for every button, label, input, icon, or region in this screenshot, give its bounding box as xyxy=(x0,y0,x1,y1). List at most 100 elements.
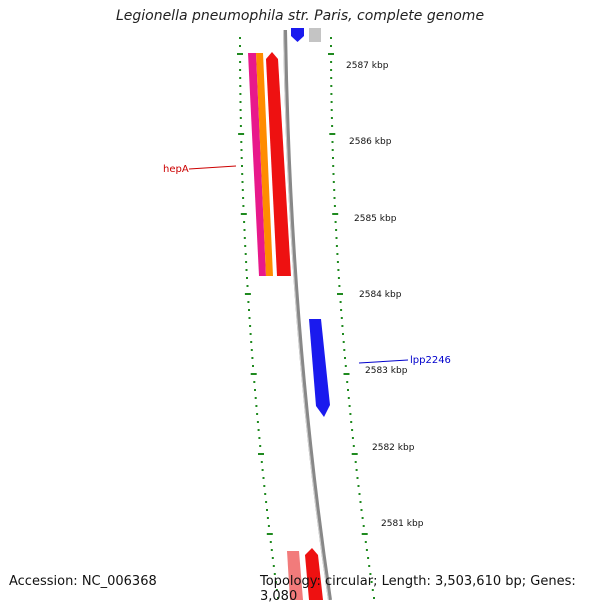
outer-minor-tick xyxy=(337,277,340,279)
outer-minor-tick xyxy=(330,45,332,47)
inner-minor-tick xyxy=(250,349,253,351)
inner-minor-tick xyxy=(270,549,273,551)
inner-minor-tick xyxy=(257,429,260,431)
tick-label-2584: 2584 kbp xyxy=(359,290,402,300)
outer-minor-tick xyxy=(331,141,334,143)
genome-backbone xyxy=(283,29,332,600)
outer-minor-tick xyxy=(365,549,368,551)
inner-minor-tick xyxy=(241,173,244,175)
outer-minor-tick xyxy=(350,421,353,423)
outer-major-tick xyxy=(329,133,336,135)
inner-minor-tick xyxy=(239,117,242,119)
inner-minor-tick xyxy=(265,501,268,503)
inner-minor-tick xyxy=(258,437,261,439)
outer-minor-tick xyxy=(370,581,373,583)
inner-minor-tick xyxy=(254,389,256,391)
hepA-leader-line xyxy=(188,165,237,170)
gene-red-hepA xyxy=(266,52,291,276)
outer-minor-tick xyxy=(347,389,349,391)
inner-major-tick xyxy=(238,133,245,135)
inner-minor-tick xyxy=(239,61,242,63)
gene-blue-lpp2246 xyxy=(309,319,330,417)
outer-minor-tick xyxy=(333,197,336,199)
inner-minor-tick xyxy=(277,597,279,599)
outer-minor-tick xyxy=(330,109,333,111)
outer-minor-tick xyxy=(338,285,341,287)
outer-minor-tick xyxy=(367,557,370,559)
outer-minor-tick xyxy=(364,541,367,543)
outer-minor-tick xyxy=(340,309,343,311)
outer-minor-tick xyxy=(343,349,346,351)
inner-minor-tick xyxy=(243,229,246,231)
inner-minor-tick xyxy=(264,493,267,495)
outer-minor-tick xyxy=(330,77,333,79)
tick-label-2583: 2583 kbp xyxy=(365,366,408,376)
gene-label-hepA: hepA xyxy=(163,164,189,175)
inner-minor-tick xyxy=(239,109,242,111)
outer-minor-tick xyxy=(331,149,334,151)
gene-pink xyxy=(248,53,266,276)
inner-minor-tick xyxy=(242,205,245,207)
outer-minor-tick xyxy=(331,125,334,127)
outer-minor-tick xyxy=(349,413,352,415)
inner-major-tick xyxy=(237,53,243,55)
outer-minor-tick xyxy=(330,85,333,87)
inner-minor-tick xyxy=(246,277,248,279)
outer-minor-tick xyxy=(373,597,375,599)
outer-minor-tick xyxy=(346,381,349,383)
gene-bottom-red xyxy=(305,548,323,600)
tick-label-2585: 2585 kbp xyxy=(354,214,397,224)
outer-minor-tick xyxy=(361,517,364,519)
outer-minor-tick xyxy=(359,501,362,503)
inner-minor-tick xyxy=(246,285,249,287)
tick-label-2586: 2586 kbp xyxy=(349,137,392,147)
outer-minor-tick xyxy=(357,485,360,487)
inner-minor-tick xyxy=(240,157,243,159)
inner-minor-tick xyxy=(256,413,259,415)
tick-label-2582: 2582 kbp xyxy=(372,443,415,453)
inner-minor-tick xyxy=(266,517,269,519)
outer-minor-tick xyxy=(334,221,337,223)
map-title: Legionella pneumophila str. Paris, compl… xyxy=(115,8,485,24)
lpp2246-leader-line xyxy=(358,359,409,364)
outer-minor-tick xyxy=(330,69,333,71)
gene-top-blue xyxy=(291,28,304,36)
inner-minor-tick xyxy=(244,245,247,247)
inner-major-tick xyxy=(244,293,251,295)
outer-minor-tick xyxy=(368,565,371,567)
outer-minor-tick xyxy=(358,493,361,495)
inner-minor-tick xyxy=(241,189,244,191)
inner-minor-tick xyxy=(239,125,242,127)
outer-minor-tick xyxy=(351,437,354,439)
inner-minor-tick xyxy=(244,253,247,255)
outer-minor-tick xyxy=(351,429,354,431)
inner-minor-tick xyxy=(239,77,242,79)
outer-minor-tick xyxy=(336,261,339,263)
outer-minor-tick xyxy=(362,525,365,527)
outer-minor-tick xyxy=(337,269,340,271)
outer-minor-tick xyxy=(354,461,357,463)
inner-minor-tick xyxy=(262,477,265,479)
inner-major-tick xyxy=(266,533,273,535)
gene-bottom-light-red xyxy=(287,551,303,600)
outer-minor-tick xyxy=(342,341,345,343)
outer-minor-tick xyxy=(340,317,343,319)
inner-major-tick xyxy=(250,373,257,375)
inner-minor-tick xyxy=(273,573,276,575)
inner-minor-tick xyxy=(239,93,242,95)
inner-tick-ring xyxy=(237,37,279,599)
inner-minor-tick xyxy=(239,45,241,47)
inner-minor-tick xyxy=(249,333,252,335)
outer-minor-tick xyxy=(335,229,338,231)
outer-minor-tick xyxy=(342,333,344,335)
inner-minor-tick xyxy=(250,341,253,343)
inner-minor-tick xyxy=(261,469,264,471)
outer-minor-tick xyxy=(339,301,342,303)
outer-major-tick xyxy=(361,533,368,535)
inner-minor-tick xyxy=(267,525,270,527)
outer-minor-tick xyxy=(341,325,344,327)
gene-top-blue-arrow xyxy=(291,36,304,42)
outer-minor-tick xyxy=(330,117,333,119)
